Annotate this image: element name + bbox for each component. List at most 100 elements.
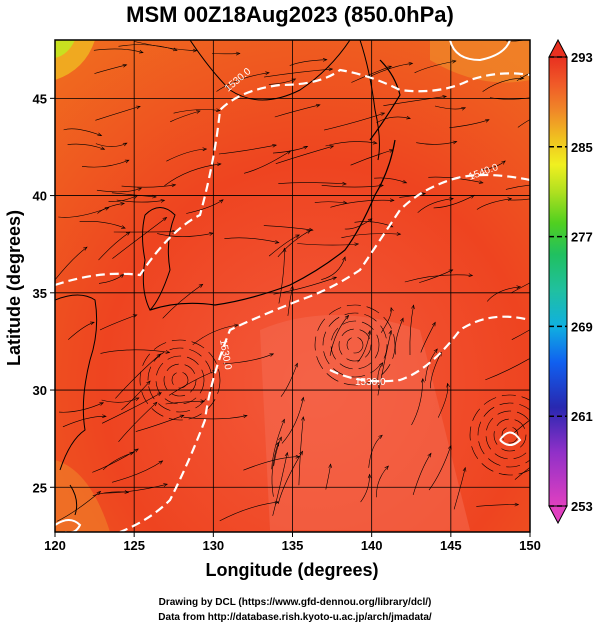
streamline-arrowhead xyxy=(367,330,372,335)
streamline xyxy=(399,193,426,198)
streamline xyxy=(344,218,372,230)
streamline xyxy=(99,314,137,331)
streamline xyxy=(367,63,413,78)
vortex-streamline xyxy=(485,410,530,460)
streamline-arrowhead xyxy=(120,202,125,206)
streamline-arrowhead xyxy=(530,281,534,284)
y-tick-label: 25 xyxy=(33,480,47,495)
streamline-arrowhead xyxy=(122,142,128,147)
streamline-arrowhead xyxy=(411,304,415,310)
streamline xyxy=(376,116,411,124)
streamline-arrowhead xyxy=(315,103,321,108)
streamline-arrowhead xyxy=(516,285,522,289)
streamline xyxy=(368,434,383,468)
streamline-arrowhead xyxy=(367,218,373,223)
streamline-arrowhead xyxy=(160,199,166,203)
streamline-arrowhead xyxy=(322,58,328,62)
streamline xyxy=(164,163,221,186)
colorbar-tick-label: 253 xyxy=(571,499,593,514)
streamline xyxy=(271,419,285,470)
streamline-arrowhead xyxy=(156,353,162,358)
vortex-streamline xyxy=(469,394,530,476)
streamline xyxy=(480,160,506,171)
streamline-arrowhead xyxy=(234,323,239,328)
streamline xyxy=(513,419,530,434)
streamline xyxy=(192,324,239,346)
streamline xyxy=(287,286,293,316)
streamline xyxy=(67,143,105,150)
vortex-streamline xyxy=(139,339,221,421)
streamline-arrowhead xyxy=(162,217,168,222)
streamline xyxy=(273,277,337,295)
streamline-arrowhead xyxy=(219,199,224,204)
streamline-arrowhead xyxy=(542,319,546,322)
streamline-arrowhead xyxy=(179,414,185,419)
streamline-arrowhead xyxy=(291,78,297,83)
streamline xyxy=(162,284,203,319)
streamline xyxy=(223,353,274,365)
streamline xyxy=(508,198,530,201)
height-contour-southwest xyxy=(55,519,82,532)
plot-area: 1530.0 1540.0 1530.0 1530.0 xyxy=(55,40,546,532)
height-contour-high xyxy=(449,40,511,62)
streamline-arrowhead xyxy=(269,353,275,357)
streamline-arrowhead xyxy=(295,234,300,239)
streamline xyxy=(516,72,530,82)
coastline-china xyxy=(55,294,98,471)
streamline-arrowhead xyxy=(427,452,432,458)
vortex-streamline xyxy=(322,312,388,378)
x-tick-label: 125 xyxy=(123,538,145,553)
streamline-arrowhead xyxy=(328,463,332,468)
streamline xyxy=(272,146,308,154)
streamline-arrowhead xyxy=(380,112,386,116)
streamline-arrowhead xyxy=(137,187,143,192)
streamline xyxy=(374,177,407,184)
streamline-arrowhead xyxy=(217,162,222,167)
streamline-arrowhead xyxy=(172,47,178,52)
streamline-arrowhead xyxy=(452,140,458,145)
credit-drawing: Drawing by DCL (https://www.gfd-dennou.o… xyxy=(159,597,432,608)
streamline xyxy=(505,184,530,190)
streamline xyxy=(55,246,88,280)
streamline-arrowhead xyxy=(136,105,141,110)
streamline-arrowhead xyxy=(396,232,402,236)
streamline xyxy=(510,282,530,294)
streamline-arrowhead xyxy=(281,418,285,424)
streamline-arrowhead xyxy=(389,198,395,203)
streamline-arrowhead xyxy=(461,107,467,111)
streamline xyxy=(58,402,104,413)
colorbar-tick-label: 277 xyxy=(571,230,593,245)
streamline-arrowhead xyxy=(539,458,543,461)
streamline-arrowhead xyxy=(243,414,248,419)
streamline xyxy=(97,203,125,214)
credit-data: Data from http://database.rish.kyoto-u.a… xyxy=(158,612,432,623)
coastline-japan xyxy=(149,139,396,311)
streamline xyxy=(183,415,248,420)
streamline-arrowhead xyxy=(83,246,88,251)
streamline-arrowhead xyxy=(442,95,447,99)
streamline-arrowhead xyxy=(447,444,452,450)
streamline xyxy=(244,150,291,174)
height-contour-1530-north xyxy=(55,68,530,287)
streamline xyxy=(96,187,142,193)
streamline xyxy=(321,185,384,188)
vortex-streamline xyxy=(330,320,380,370)
streamline-arrowhead xyxy=(328,67,334,72)
streamline xyxy=(419,269,453,283)
streamline xyxy=(101,397,140,403)
streamline xyxy=(321,256,346,280)
streamline xyxy=(95,142,128,147)
streamline-arrowhead xyxy=(209,232,214,236)
streamline xyxy=(264,68,333,78)
streamline-arrowhead xyxy=(514,502,520,507)
streamline xyxy=(437,383,449,418)
streamline xyxy=(330,199,394,208)
streamline xyxy=(116,199,165,203)
streamline xyxy=(485,358,530,381)
streamline xyxy=(263,225,313,231)
y-tick-label: 45 xyxy=(33,91,47,106)
streamline xyxy=(101,392,162,424)
streamline xyxy=(216,72,270,92)
streamline xyxy=(81,159,130,168)
streamline-arrowhead xyxy=(306,230,312,234)
